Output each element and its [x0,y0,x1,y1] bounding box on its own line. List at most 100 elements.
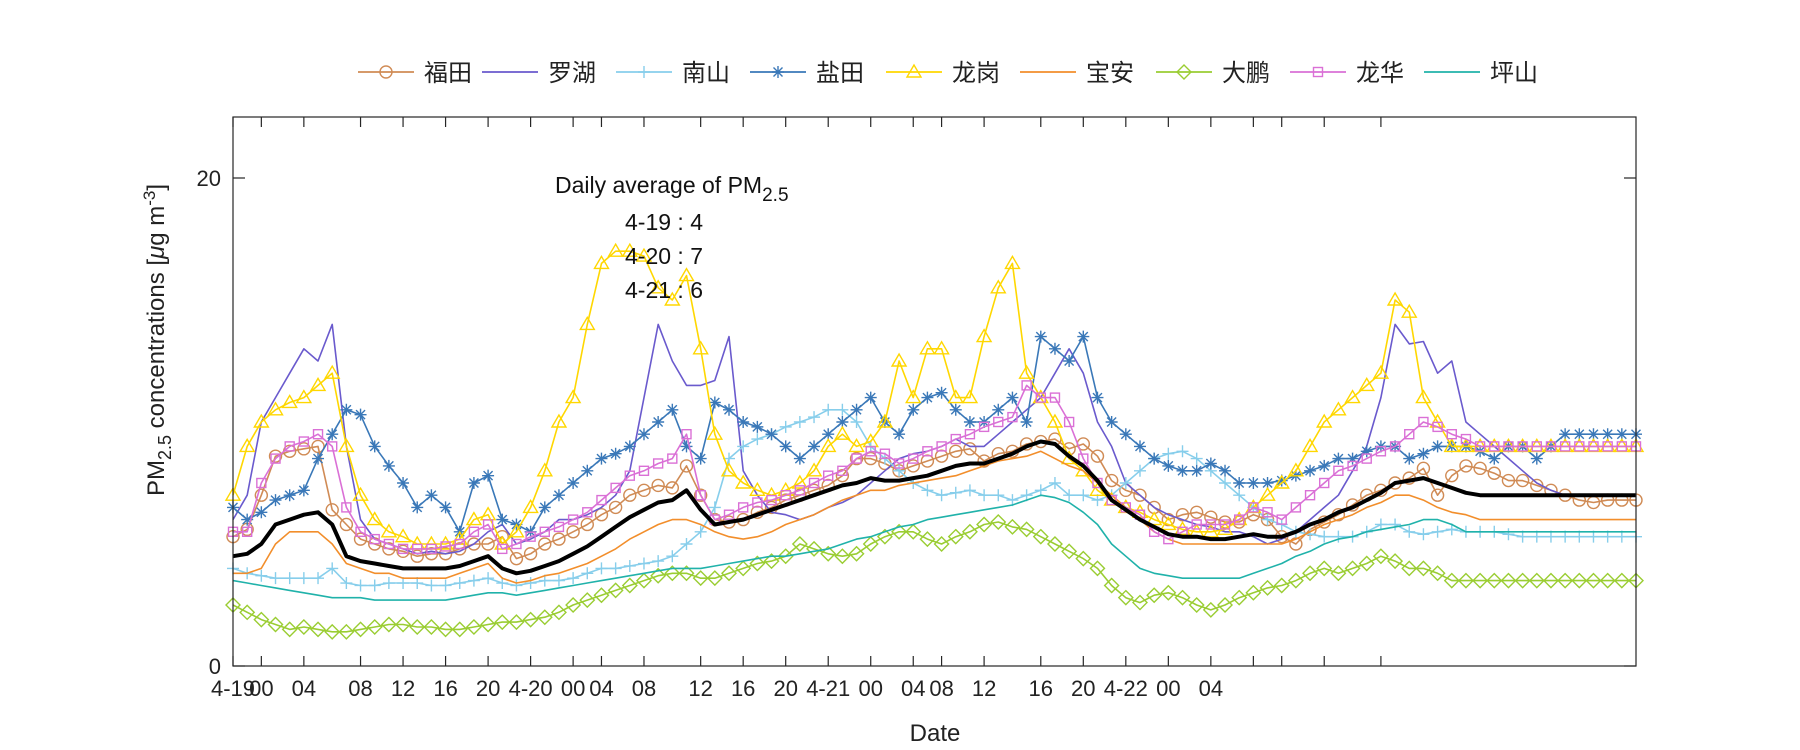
data-point [850,403,863,416]
data-point [905,523,922,540]
data-point [1148,452,1161,465]
data-point [437,535,454,550]
data-point [1006,494,1019,507]
data-point [438,547,453,561]
x-tick-label: 04 [1199,676,1223,701]
data-point [596,494,607,506]
data-point [1106,494,1117,506]
data-point [1344,560,1361,577]
data-point [1205,519,1217,530]
legend-item: 大鹏 [1156,59,1270,87]
data-point [1457,572,1474,589]
data-point [1287,462,1305,477]
data-point [1021,380,1032,391]
x-tick-label: 4-19 [211,676,255,701]
data-point [579,316,596,331]
data-point [964,429,976,440]
data-point [947,389,964,404]
data-point [1202,601,1219,618]
x-tick-label: 00 [249,676,273,701]
data-point [949,403,962,416]
data-point [1585,572,1602,589]
data-point [864,391,877,404]
data-point [1330,565,1347,582]
data-point [1204,510,1218,524]
data-point [935,489,948,502]
data-point [352,621,369,638]
data-point [1301,438,1319,453]
data-point [567,572,580,585]
data-point [1415,389,1432,404]
data-point [1559,441,1571,452]
data-point [324,623,341,640]
data-point [737,502,749,513]
data-point [1615,530,1628,543]
data-point [834,548,851,565]
data-point [353,532,368,546]
y-tick-label: 0 [209,654,221,679]
data-point [1347,460,1358,472]
data-point [1403,525,1416,538]
data-point [1233,477,1246,489]
data-point [451,621,468,638]
data-point [609,562,622,575]
data-point [1032,528,1049,545]
data-point [1599,572,1616,589]
legend-label: 坪山 [1490,59,1538,87]
legend-marker [1176,64,1192,80]
data-point [1457,438,1475,453]
data-point [890,352,908,367]
data-point [906,459,920,473]
data-point [990,514,1007,531]
data-point [579,592,596,609]
data-point [1287,572,1304,589]
data-point [1431,525,1444,538]
data-point [467,537,481,551]
data-point [1415,560,1432,577]
data-point [652,458,664,469]
data-point [382,542,396,556]
data-point [1119,477,1132,489]
data-point [538,501,551,514]
data-point [692,340,709,355]
data-point [891,523,908,540]
data-point [794,485,806,496]
data-point [593,255,610,270]
data-point [893,458,905,469]
data-point [511,538,522,550]
data-point [1248,502,1259,513]
data-point [439,501,452,514]
data-point [963,416,976,428]
data-point [1530,530,1543,543]
data-point [1191,519,1202,530]
data-point [961,523,978,540]
data-point [309,377,327,392]
data-point [508,614,525,631]
data-point [978,421,990,433]
data-point [1063,416,1075,428]
data-point [1389,518,1402,531]
data-point [310,621,327,638]
data-point [848,438,865,453]
data-point [295,389,313,404]
data-point [876,413,894,428]
data-point [482,572,495,585]
data-point [267,616,284,633]
data-point [652,555,665,568]
data-point [425,489,438,502]
data-point [1089,560,1106,577]
data-point [552,489,565,502]
data-point [734,474,752,489]
data-point [295,618,312,635]
data-point [1431,440,1444,453]
data-point [1418,416,1429,428]
data-point [270,453,281,464]
data-point [1389,441,1401,452]
data-point [397,577,410,590]
data-point [737,416,750,428]
data-point [1332,530,1345,543]
data-point [607,242,624,257]
data-point [949,486,962,499]
data-point [255,506,268,519]
data-point [339,517,354,532]
